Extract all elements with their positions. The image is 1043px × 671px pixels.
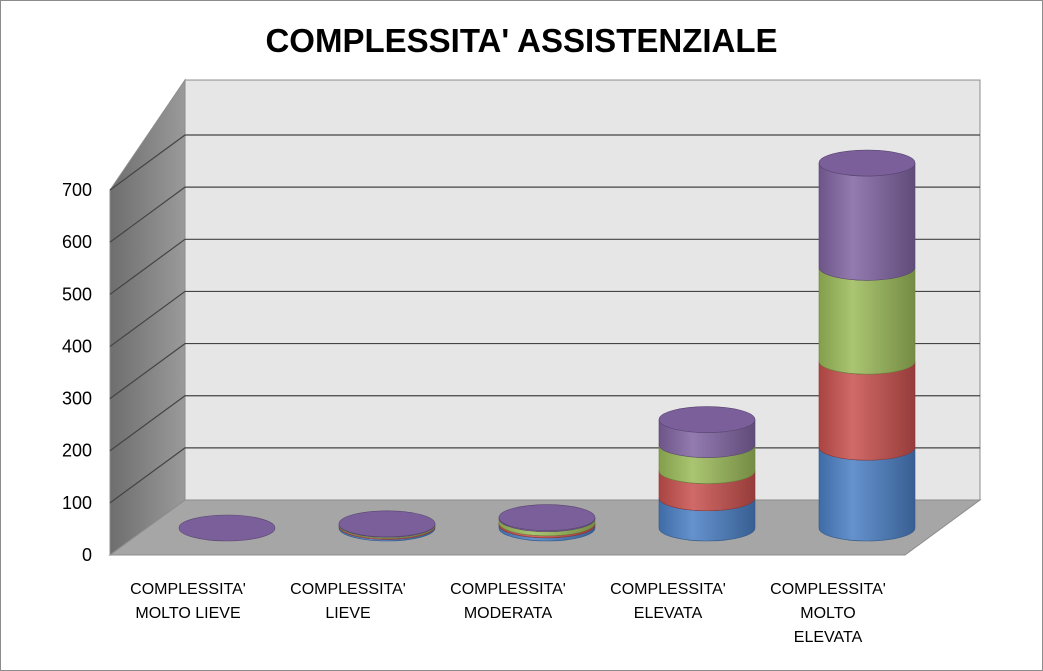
y-tick-label: 0 bbox=[82, 545, 92, 565]
y-tick-label: 200 bbox=[62, 441, 92, 461]
gridline bbox=[109, 290, 980, 347]
category-label: COMPLESSITA' ELEVATA bbox=[610, 581, 726, 622]
category-label: COMPLESSITA' MOLTO ELEVATA bbox=[770, 581, 886, 646]
y-tick-label: 400 bbox=[62, 336, 92, 356]
gridline bbox=[109, 186, 980, 243]
chart-title: COMPLESSITA' ASSISTENZIALE bbox=[265, 22, 778, 59]
bar-top-cap bbox=[658, 406, 756, 433]
category-label: COMPLESSITA' MODERATA bbox=[450, 581, 566, 622]
gridline bbox=[109, 238, 980, 295]
bar-stack-2 bbox=[498, 504, 596, 542]
gridline bbox=[109, 134, 980, 191]
gridline bbox=[109, 395, 980, 452]
bar-side bbox=[818, 361, 916, 461]
side-wall bbox=[109, 78, 186, 556]
bar-top-cap bbox=[338, 510, 436, 538]
gridline bbox=[109, 342, 980, 400]
y-tick-label: 500 bbox=[62, 284, 92, 304]
bar-stack-4 bbox=[818, 149, 916, 542]
bar-segment bbox=[818, 162, 916, 281]
bar-top-cap bbox=[818, 149, 916, 177]
y-tick-label: 100 bbox=[62, 493, 92, 513]
y-tick-label: 700 bbox=[62, 180, 92, 200]
y-tick-label: 600 bbox=[62, 232, 92, 252]
bar-segment bbox=[818, 447, 916, 542]
category-label: COMPLESSITA' LIEVE bbox=[290, 581, 406, 622]
y-tick-label: 300 bbox=[62, 389, 92, 409]
bar-side bbox=[818, 447, 916, 542]
bar-top-cap bbox=[178, 514, 276, 542]
bar-segment bbox=[818, 267, 916, 375]
bar-segment bbox=[818, 361, 916, 461]
bar-top-cap bbox=[498, 504, 596, 531]
bar-side bbox=[818, 267, 916, 375]
bar-stack-1 bbox=[338, 510, 436, 542]
bar-stack-3 bbox=[658, 406, 756, 542]
bar-side bbox=[818, 162, 916, 281]
category-label: COMPLESSITA' MOLTO LIEVE bbox=[130, 581, 246, 622]
bar-stack-0 bbox=[178, 514, 276, 542]
